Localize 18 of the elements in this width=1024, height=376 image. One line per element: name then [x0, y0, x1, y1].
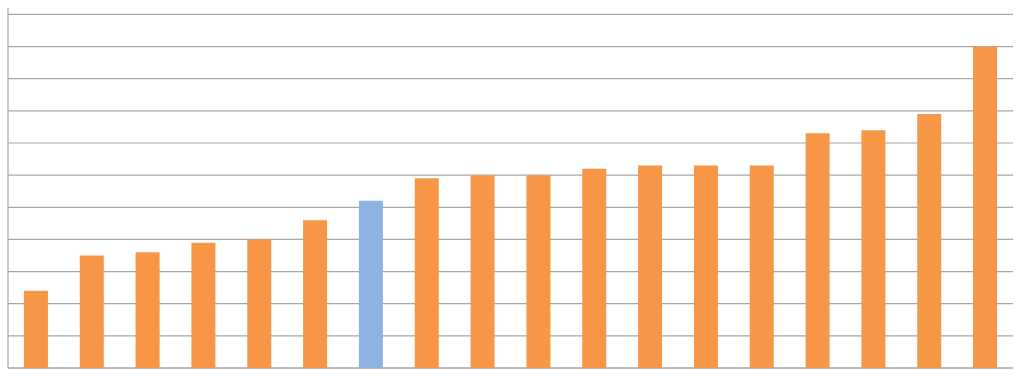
bar — [135, 252, 160, 368]
bar — [526, 175, 551, 368]
bar — [693, 165, 718, 368]
bar — [79, 255, 104, 368]
bar — [805, 133, 830, 368]
bar — [973, 46, 998, 368]
bar — [303, 220, 328, 368]
bar — [247, 239, 272, 368]
bar — [191, 242, 216, 368]
bar — [23, 290, 48, 368]
bar — [861, 130, 886, 368]
bar — [414, 178, 439, 368]
bar — [470, 175, 495, 368]
bar — [917, 114, 942, 368]
bar — [638, 165, 663, 368]
bar — [749, 165, 774, 368]
bar — [582, 168, 607, 368]
bar — [358, 200, 383, 368]
